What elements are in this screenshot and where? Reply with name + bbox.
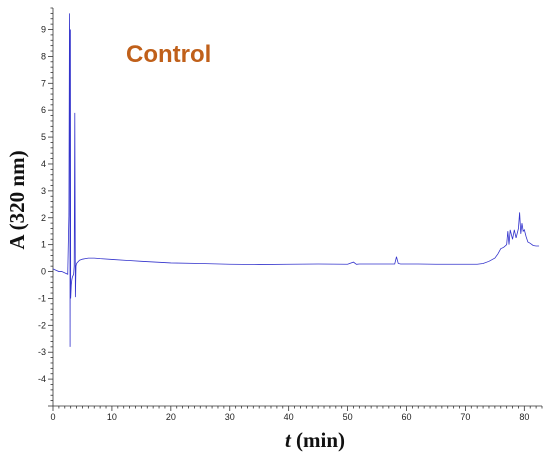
x-tick-label: 30	[225, 412, 235, 422]
x-tick-label: 10	[107, 412, 117, 422]
x-tick-label: 20	[166, 412, 176, 422]
y-tick-label: 7	[41, 78, 46, 88]
y-tick-label: 4	[41, 159, 46, 169]
chart-annotation: Control	[126, 41, 211, 68]
x-tick-label: 50	[343, 412, 353, 422]
x-axis-label-variable: t	[285, 428, 292, 452]
y-tick-label: 0	[41, 267, 46, 277]
y-tick-label: -4	[38, 374, 46, 384]
x-tick-label: 80	[519, 412, 529, 422]
x-tick-label: 60	[401, 412, 411, 422]
y-tick-label: -3	[38, 347, 46, 357]
y-tick-label: 2	[41, 213, 46, 223]
y-tick-label: 6	[41, 105, 46, 115]
y-tick-label: 8	[41, 51, 46, 61]
y-axis-label: A (320 nm)	[5, 150, 29, 249]
y-tick-label: -1	[38, 293, 46, 303]
series-line	[52, 13, 540, 347]
x-tick-label: 40	[284, 412, 294, 422]
y-tick-label: 1	[41, 240, 46, 250]
x-tick-label: 0	[50, 412, 55, 422]
x-axis-label-unit: (min)	[291, 428, 345, 452]
y-tick-label: 5	[41, 132, 46, 142]
y-tick-label: -2	[38, 320, 46, 330]
y-tick-label: 9	[41, 25, 46, 35]
ticks: 0 10 20 30 40 50 60 70 80 -4 -3 -2 -1 0 1 2 3 4 5 6 7 8 9	[38, 7, 543, 422]
x-axis-label: t (min)	[285, 428, 345, 452]
x-tick-label: 70	[460, 412, 470, 422]
y-tick-label: 3	[41, 186, 46, 196]
